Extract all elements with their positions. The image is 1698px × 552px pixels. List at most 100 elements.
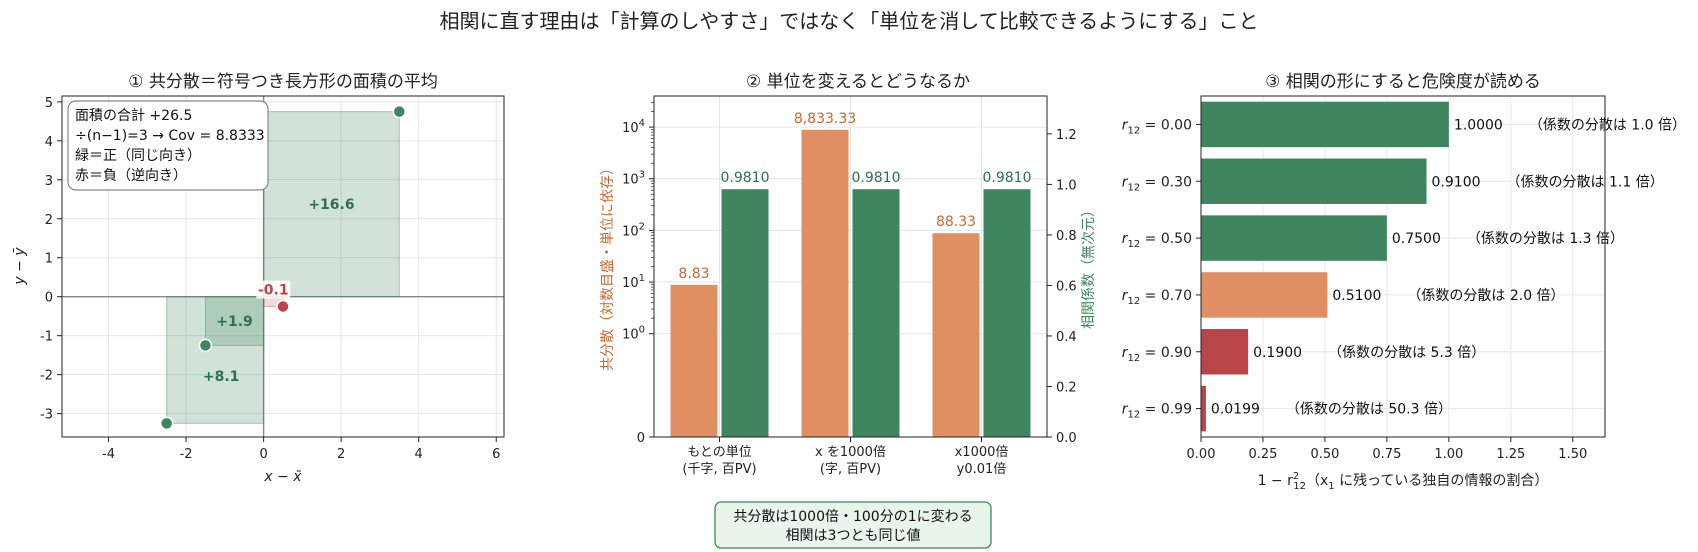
panel1-info-box: 面積の合計 +26.5 ÷(n−1)=3 → Cov = 8.8333 緑＝正（… <box>67 100 269 191</box>
panel3-value-label: 0.7500 <box>1392 231 1441 247</box>
panel1-area-label: +8.1 <box>203 369 240 385</box>
panel3-value-label: 0.0199 <box>1211 402 1260 418</box>
panel2-bar-label-correlation: 0.9810 <box>721 170 770 186</box>
panel3-bar <box>1201 215 1387 261</box>
panel2-note-line: 相関は3つとも同じ値 <box>786 528 921 544</box>
panel1-point <box>276 299 290 314</box>
panel1-frame <box>61 95 505 438</box>
panel3-bar <box>1201 385 1206 432</box>
panel1-area-label: +16.6 <box>308 197 354 213</box>
panel1-area-labels: +16.6 +1.9 +8.1 -0.1 <box>203 197 355 385</box>
panel3-value-label: 0.1900 <box>1253 345 1302 361</box>
panel1-info-line: 赤＝負（逆向き） <box>75 168 187 184</box>
panel3-bar <box>1201 158 1427 204</box>
panel2-left-tick-label: 0 <box>637 431 645 446</box>
panel3-y-tick-label: r12 = 0.30 <box>1122 174 1192 193</box>
panel1-y-tick-label: 0 <box>45 291 53 306</box>
panel2-grid <box>654 96 1047 437</box>
panel3-annotation: （係数の分散は 5.3 倍） <box>1328 345 1485 361</box>
panel3-annotation: （係数の分散は 1.0 倍） <box>1529 117 1686 133</box>
panel2-x-ticks: もとの単位 (千字, 百PV) x を1000倍 (字, 百PV) x1000倍 y0.0… <box>682 437 1008 477</box>
panel3-y-tick-label: r12 = 0.70 <box>1122 288 1192 307</box>
panel2-note-line: 共分散は1000倍・100分の1に変わる <box>733 508 972 525</box>
panel3-y-tick-label: r12 = 0.99 <box>1122 402 1192 421</box>
panel3-x-tick-label: 0.25 <box>1248 447 1277 462</box>
panel3-annotation: （係数の分散は 2.0 倍） <box>1407 288 1564 304</box>
panel1-grid <box>62 96 504 437</box>
panel1-area-label-bg <box>256 280 291 299</box>
panel3-y-tick-label: r12 = 0.90 <box>1122 345 1192 364</box>
panel2-x-tick-label: y0.01倍 <box>957 462 1007 477</box>
panel2-bar-covariance <box>932 233 980 437</box>
panel1-y-ticks: -3 -2 -1 0 1 2 3 4 5 <box>40 96 62 423</box>
panel3-title: ③ 相関の形にすると危険度が読める <box>1265 72 1541 92</box>
panel1-points <box>159 104 407 431</box>
panel2-bar-label-covariance: 88.33 <box>936 214 976 230</box>
panel1-area-label: -0.1 <box>258 283 289 299</box>
panel3-hbar-chart: ③ 相関の形にすると危険度が読める 1.0000 （係数の分散は 1.0 倍） 0.… <box>1122 72 1686 492</box>
panel3-x-tick-label: 1.25 <box>1496 447 1525 462</box>
panel2-x-tick-label: (字, 百PV) <box>820 462 881 477</box>
panel3-y-tick-label: r12 = 0.00 <box>1122 117 1192 136</box>
panel2-bar-chart: ② 単位を変えるとどうなるか 8.830.98108,833.330.98108… <box>600 72 1097 549</box>
panel3-value-label: 1.0000 <box>1454 117 1503 133</box>
panel1-x-tick-label: -4 <box>102 447 115 462</box>
panel2-x-tick-label: x を1000倍 <box>815 445 886 460</box>
panel1-y-tick-label: -2 <box>40 369 53 384</box>
panel2-right-tick-label: 0.0 <box>1056 431 1077 446</box>
panel2-bar-label-correlation: 0.9810 <box>852 170 901 186</box>
panel2-bar-label-correlation: 0.9810 <box>983 170 1032 186</box>
panel1-area-rect <box>204 296 265 347</box>
panel2-right-tick-label: 0.8 <box>1056 229 1077 244</box>
panel3-x-tick-label: 0.50 <box>1310 447 1339 462</box>
panel1-title: ① 共分散＝符号つき長方形の面積の平均 <box>128 72 438 92</box>
panel1-point <box>392 104 407 119</box>
panel1-info-line: ÷(n−1)=3 → Cov = 8.8333 <box>75 128 265 144</box>
panel3-value-label: 0.5100 <box>1332 288 1381 304</box>
panel1-y-tick-label: -1 <box>40 330 53 345</box>
panel2-note-box: 共分散は1000倍・100分の1に変わる 相関は3つとも同じ値 <box>714 501 992 549</box>
panel1-x-tick-label: 4 <box>415 447 423 462</box>
panel2-left-ticks: 0 100 101 102 103 104 <box>622 102 654 446</box>
panel2-bar-correlation <box>721 189 769 437</box>
panel3-y-ticks: r12 = 0.00 r12 = 0.30 r12 = 0.50 r12 = 0.70… <box>1122 117 1201 421</box>
panel3-value-labels: 1.0000 （係数の分散は 1.0 倍） 0.9100 （係数の分散は 1.1 倍）… <box>1211 117 1686 417</box>
panel2-left-tick-label: 102 <box>622 221 645 239</box>
panel2-right-tick-label: 0.4 <box>1056 330 1077 345</box>
panel1-area-label: +1.9 <box>216 314 253 330</box>
panel3-x-tick-label: 1.50 <box>1558 447 1587 462</box>
panel1-scatter-chart: ① 共分散＝符号つき長方形の面積の平均 +16.6 +1.9 +8.1 -0.1 -4… <box>12 72 505 485</box>
panel1-point <box>198 338 213 353</box>
panel2-left-tick-label: 103 <box>622 170 645 188</box>
panel2-right-tick-label: 0.2 <box>1056 380 1077 395</box>
panel1-y-tick-label: 3 <box>45 174 53 189</box>
panel3-x-ticks: 0.00 0.25 0.50 0.75 1.00 1.25 1.50 <box>1187 437 1587 462</box>
panel2-x-tick-label: x1000倍 <box>955 445 1009 460</box>
panel2-bar-labels: 8.83 0.9810 8,833.33 0.9810 88.33 0.9810 <box>678 111 1031 282</box>
panel3-annotation: （係数の分散は 1.1 倍） <box>1507 174 1664 190</box>
panel2-bar-correlation <box>852 189 900 437</box>
panel3-bar <box>1201 101 1449 148</box>
panel1-y-tick-label: 5 <box>45 96 53 111</box>
panel3-annotation: （係数の分散は 1.3 倍） <box>1467 231 1624 247</box>
panel3-bar <box>1201 329 1249 375</box>
panel2-right-tick-label: 1.0 <box>1056 178 1077 193</box>
panel2-bar-label-covariance: 8.83 <box>678 266 709 282</box>
panel1-x-ticks: -4 -2 0 2 4 6 <box>102 437 500 462</box>
panel3-x-tick-label: 1.00 <box>1434 447 1463 462</box>
panel2-left-tick-label: 104 <box>622 118 645 136</box>
panel1-area-rect <box>263 110 400 298</box>
panel2-left-tick-label: 100 <box>622 325 645 343</box>
panel1-x-tick-label: 6 <box>492 447 500 462</box>
panel2-title: ② 単位を変えるとどうなるか <box>746 72 970 92</box>
figure-suptitle: 相関に直す理由は「計算のしやすさ」ではなく「単位を消して比較できるようにする」こ… <box>440 9 1259 33</box>
panel1-y-tick-label: 2 <box>45 213 53 228</box>
panel1-y-tick-label: -3 <box>40 408 53 423</box>
panel1-area-rect <box>166 296 265 424</box>
panel1-info-line: 面積の合計 +26.5 <box>75 108 192 124</box>
panel2-right-tick-label: 1.2 <box>1056 128 1077 143</box>
panel3-annotation: （係数の分散は 50.3 倍） <box>1286 402 1452 418</box>
panel3-bar <box>1201 272 1328 318</box>
panel1-x-tick-label: 0 <box>259 447 267 462</box>
